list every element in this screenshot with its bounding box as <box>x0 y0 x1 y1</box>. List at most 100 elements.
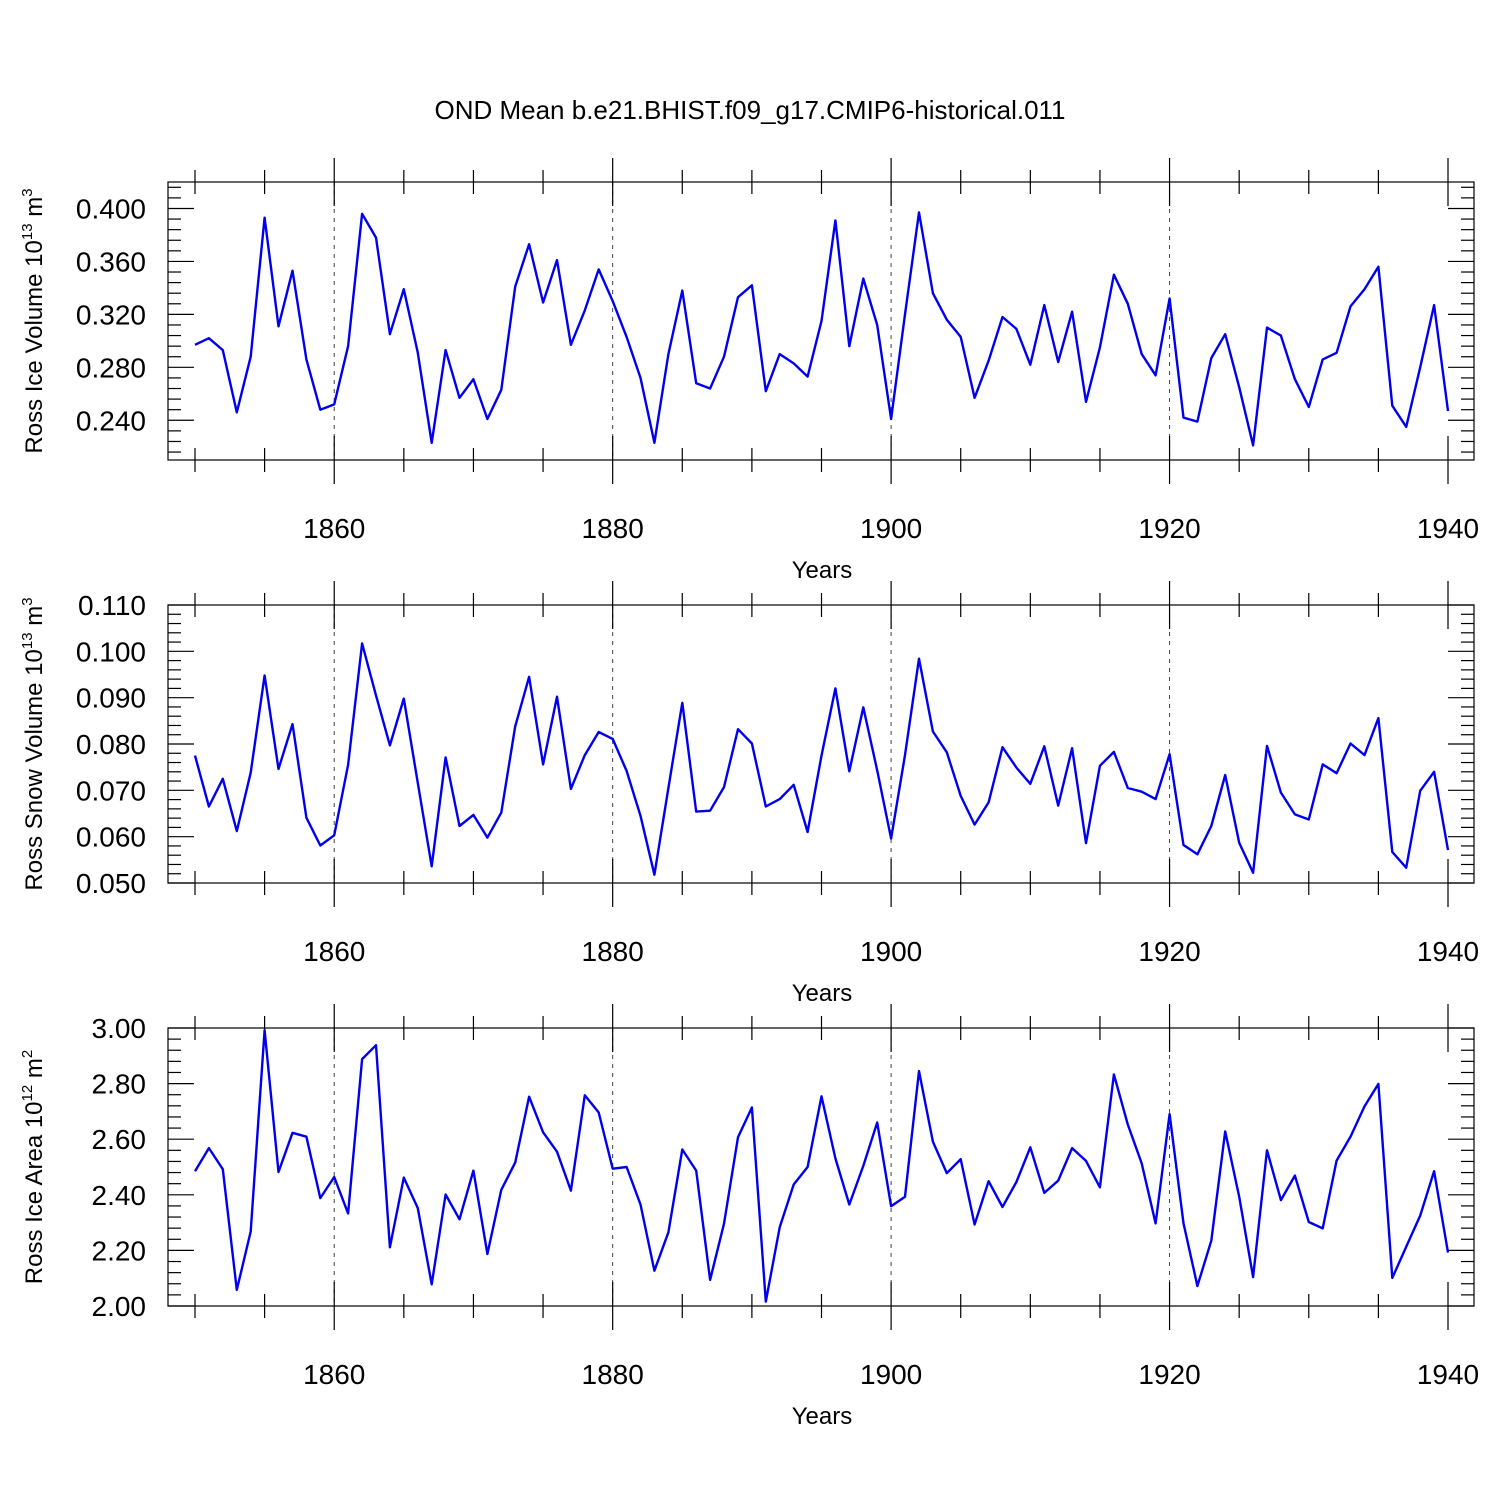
data-point <box>1196 1285 1198 1287</box>
data-point <box>834 1157 836 1159</box>
panel-1: 0.240 0.280 0.320 0.360 0.400 1860 1880 1900 192… <box>19 158 1479 584</box>
data-point <box>584 309 586 311</box>
data-point <box>695 811 697 813</box>
data-point <box>737 296 739 298</box>
data-point <box>584 754 586 756</box>
y-axis-title: Ross Ice Volume 1013 m3 <box>19 188 48 453</box>
plot-frame <box>167 1027 1475 1307</box>
data-point <box>347 764 349 766</box>
data-point <box>1071 1147 1073 1149</box>
data-point <box>1266 1149 1268 1151</box>
data-point <box>876 1122 878 1124</box>
data-point <box>1113 274 1115 276</box>
data-point <box>765 1301 767 1303</box>
data-point <box>1308 406 1310 408</box>
data-point <box>1127 303 1129 305</box>
data-point <box>556 1151 558 1153</box>
data-point <box>278 1171 280 1173</box>
data-point <box>542 1131 544 1133</box>
data-point <box>1336 352 1338 354</box>
data-point <box>389 744 391 746</box>
data-point <box>1433 1170 1435 1172</box>
data-point <box>459 397 461 399</box>
data-point <box>1363 288 1365 290</box>
data-point <box>1127 1123 1129 1125</box>
data-point <box>1085 401 1087 403</box>
data-point <box>779 1226 781 1228</box>
data-point <box>640 1204 642 1206</box>
data-point <box>974 1224 976 1226</box>
x-tick-label: 1900 <box>860 513 922 544</box>
y-tick-label: 2.80 <box>92 1069 147 1100</box>
data-point <box>876 324 878 326</box>
data-point <box>1043 1192 1045 1194</box>
data-point <box>361 213 363 215</box>
data-point <box>1224 774 1226 776</box>
data-point <box>1405 1246 1407 1248</box>
data-point <box>528 676 530 678</box>
figure-title: OND Mean b.e21.BHIST.f09_g17.CMIP6-histo… <box>434 95 1065 125</box>
data-point <box>946 751 948 753</box>
data-point <box>1001 746 1003 748</box>
data-point <box>194 1170 196 1172</box>
data-point <box>751 284 753 286</box>
x-tick-label: 1940 <box>1417 936 1479 967</box>
data-point <box>667 1231 669 1233</box>
data-point <box>1363 1105 1365 1107</box>
data-point <box>305 358 307 360</box>
data-point <box>1182 844 1184 846</box>
data-point <box>556 696 558 698</box>
data-point <box>681 290 683 292</box>
data-point <box>848 345 850 347</box>
data-point <box>1029 1146 1031 1148</box>
data-point <box>236 1289 238 1291</box>
data-point <box>264 1029 266 1031</box>
data-point <box>347 1212 349 1214</box>
data-point <box>431 442 433 444</box>
data-point <box>1224 333 1226 335</box>
data-point <box>375 237 377 239</box>
data-point <box>960 336 962 338</box>
data-point <box>194 344 196 346</box>
y-tick-label: 0.090 <box>76 683 146 714</box>
data-point <box>1043 304 1045 306</box>
data-point <box>375 694 377 696</box>
data-point <box>848 1204 850 1206</box>
data-point <box>250 1230 252 1232</box>
data-point <box>862 278 864 280</box>
data-point <box>723 786 725 788</box>
data-point <box>1029 783 1031 785</box>
data-point <box>612 1168 614 1170</box>
data-point <box>1377 1083 1379 1085</box>
data-point <box>1336 772 1338 774</box>
data-point <box>472 814 474 816</box>
data-point <box>918 1070 920 1072</box>
x-tick-label: 1880 <box>582 936 644 967</box>
data-point <box>1294 813 1296 815</box>
data-point <box>793 362 795 364</box>
data-point <box>1001 1206 1003 1208</box>
data-point <box>486 1253 488 1255</box>
y-tick-label: 2.60 <box>92 1124 147 1155</box>
data-point <box>445 756 447 758</box>
data-point <box>208 1147 210 1149</box>
data-point <box>1377 717 1379 719</box>
data-point <box>765 390 767 392</box>
data-point <box>500 389 502 391</box>
data-point <box>236 830 238 832</box>
data-point <box>1433 771 1435 773</box>
data-point <box>1155 1222 1157 1224</box>
y-tick-label: 0.360 <box>76 246 146 277</box>
data-point <box>417 782 419 784</box>
data-point <box>222 778 224 780</box>
data-point <box>1182 417 1184 419</box>
data-point <box>1196 421 1198 423</box>
data-point <box>1015 328 1017 330</box>
data-point <box>626 336 628 338</box>
data-point <box>459 1218 461 1220</box>
data-point <box>1405 867 1407 869</box>
data-point <box>500 1189 502 1191</box>
data-point <box>403 288 405 290</box>
data-point <box>459 825 461 827</box>
